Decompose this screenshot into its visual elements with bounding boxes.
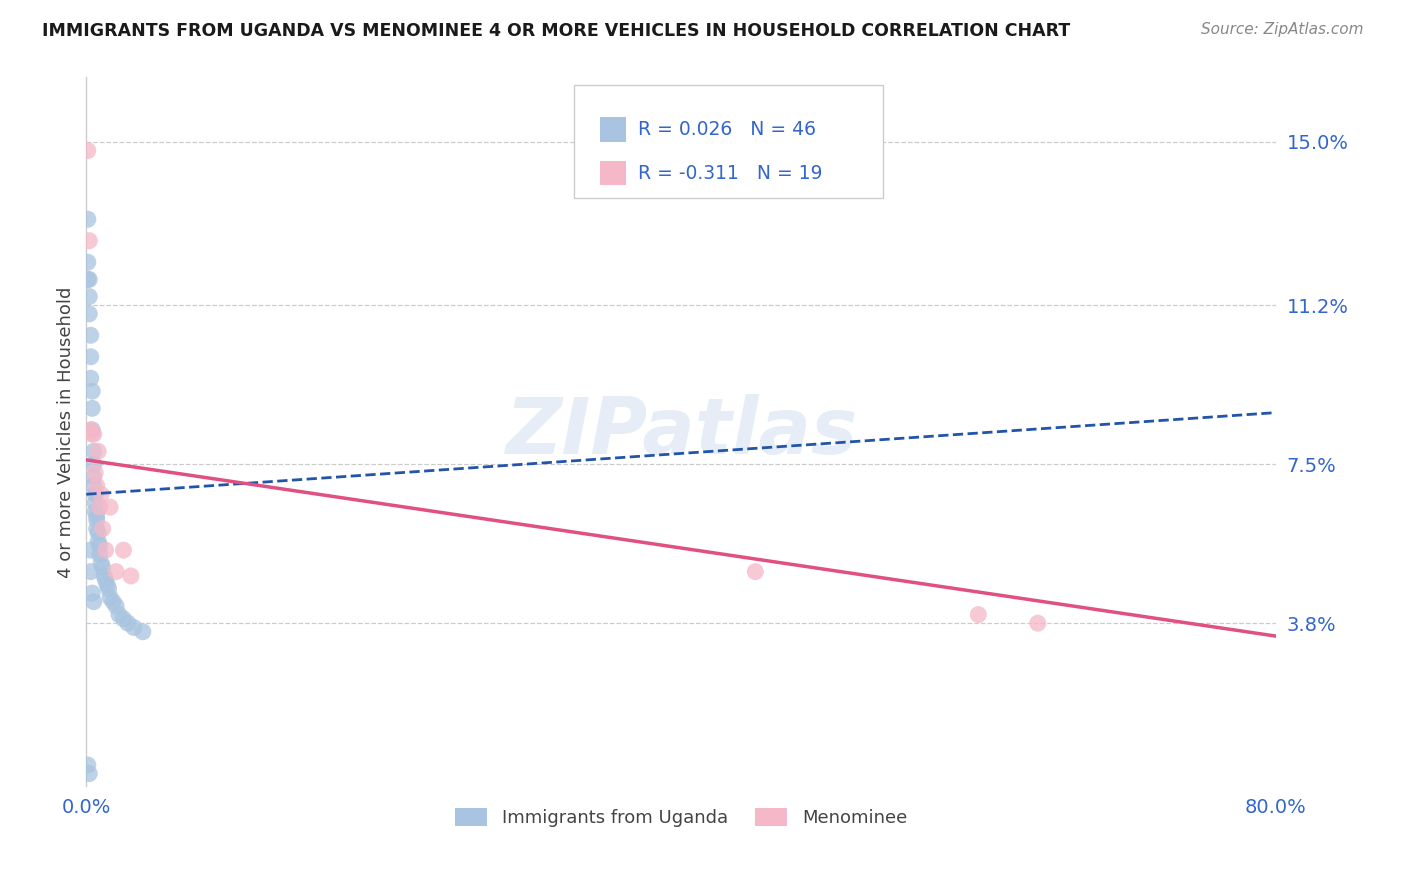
Point: [83, 470, 105, 484]
Point: [80, 350, 103, 364]
Point: [112, 612, 135, 626]
Point: [105, 599, 128, 613]
Point: [967, 607, 990, 622]
Point: [96, 577, 118, 591]
Y-axis label: 4 or more Vehicles in Household: 4 or more Vehicles in Household: [58, 286, 75, 578]
Point: [91, 522, 114, 536]
Point: [89, 548, 111, 562]
Point: [90, 487, 112, 501]
Point: [76, 144, 98, 158]
Point: [86, 513, 108, 527]
Point: [76, 212, 98, 227]
Point: [77, 234, 100, 248]
Point: [77, 272, 100, 286]
Point: [82, 384, 104, 398]
Point: [83, 478, 105, 492]
Point: [101, 595, 124, 609]
Point: [94, 543, 117, 558]
Point: [83, 457, 105, 471]
Point: [84, 487, 107, 501]
Point: [91, 560, 114, 574]
Point: [83, 427, 105, 442]
Point: [105, 565, 128, 579]
Point: [80, 423, 103, 437]
Point: [117, 616, 139, 631]
Point: [82, 423, 104, 437]
FancyBboxPatch shape: [600, 161, 626, 186]
Point: [84, 496, 107, 510]
Point: [82, 427, 104, 442]
Point: [132, 624, 155, 639]
Legend: Immigrants from Uganda, Menominee: Immigrants from Uganda, Menominee: [447, 800, 914, 834]
Point: [86, 478, 108, 492]
Point: [108, 607, 131, 622]
Point: [83, 444, 105, 458]
Point: [84, 504, 107, 518]
FancyBboxPatch shape: [574, 85, 883, 198]
Point: [98, 591, 121, 605]
Text: R = -0.311   N = 19: R = -0.311 N = 19: [638, 163, 823, 183]
FancyBboxPatch shape: [600, 117, 626, 142]
Point: [82, 401, 104, 416]
Point: [744, 565, 766, 579]
Point: [77, 766, 100, 780]
Point: [84, 466, 107, 480]
Point: [120, 569, 142, 583]
Point: [112, 543, 135, 558]
Point: [80, 328, 103, 343]
Point: [98, 500, 121, 515]
Point: [122, 620, 145, 634]
Point: [1026, 616, 1049, 631]
Text: IMMIGRANTS FROM UGANDA VS MENOMINEE 4 OR MORE VEHICLES IN HOUSEHOLD CORRELATION : IMMIGRANTS FROM UGANDA VS MENOMINEE 4 OR…: [42, 22, 1070, 40]
Point: [80, 565, 103, 579]
Point: [77, 290, 100, 304]
Text: Source: ZipAtlas.com: Source: ZipAtlas.com: [1201, 22, 1364, 37]
Point: [93, 569, 115, 583]
Text: ZIPatlas: ZIPatlas: [505, 394, 858, 470]
Point: [80, 543, 103, 558]
Point: [87, 534, 110, 549]
Point: [82, 586, 104, 600]
Point: [83, 595, 105, 609]
Point: [86, 522, 108, 536]
Point: [76, 272, 98, 286]
Point: [87, 525, 110, 540]
Text: R = 0.026   N = 46: R = 0.026 N = 46: [638, 120, 815, 139]
Point: [90, 556, 112, 570]
Point: [77, 307, 100, 321]
Point: [94, 573, 117, 587]
Point: [89, 500, 111, 515]
Point: [87, 444, 110, 458]
Point: [80, 371, 103, 385]
Point: [76, 758, 98, 772]
Point: [76, 255, 98, 269]
Point: [86, 508, 108, 523]
Point: [89, 539, 111, 553]
Point: [97, 582, 120, 596]
